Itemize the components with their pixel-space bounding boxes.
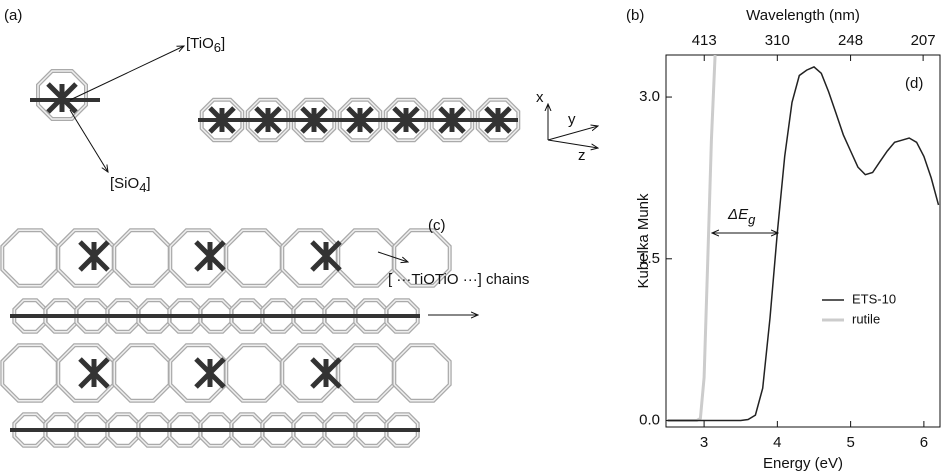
framework-ring [114,230,169,285]
axis-z-label: z [578,147,586,164]
legend-label: rutile [852,311,880,326]
legend-label: ETS-10 [852,291,896,306]
framework-ring [338,230,393,285]
framework-ring [2,345,57,400]
inner-label: (d) [905,75,923,92]
framework-ring [2,230,57,285]
x-tick-label: 4 [773,434,781,451]
panel-label: (a) [4,7,22,24]
framework-ring [114,345,169,400]
gap-annotation: ΔEg [727,206,756,227]
x2-tick-label: 207 [911,32,936,49]
framework-ring [338,345,393,400]
axis-arrow [548,140,598,148]
pointer [70,46,184,100]
framework-ring [170,345,225,400]
chains-label: [ ···TiOTiO ···] chains [388,271,529,288]
framework-ring [226,230,281,285]
pointer [70,110,108,172]
axis-y-label: y [568,111,576,128]
axis-arrow [548,126,598,140]
y-axis-title: Kubelka Munk [635,193,652,289]
x-tick-label: 5 [846,434,854,451]
x2-tick-label: 310 [765,32,790,49]
y-tick-label: 0.0 [639,411,660,428]
series-line [668,55,716,421]
framework-ring [394,345,449,400]
ti-node [80,242,108,270]
x-axis-title: Energy (eV) [763,455,843,472]
x-tick-label: 6 [920,434,928,451]
structure-drawings [2,71,518,446]
panel-label: (b) [626,7,644,24]
x2-tick-label: 413 [692,32,717,49]
ti-node [196,359,224,387]
framework-ring [226,345,281,400]
sio4-label: [SiO4] [110,175,151,195]
framework-ring [58,230,113,285]
x-tick-label: 3 [700,434,708,451]
ti-node [196,242,224,270]
axis-x-label: x [536,89,544,106]
framework-ring [170,230,225,285]
y-tick-label: 1.5 [639,250,660,267]
x2-tick-label: 248 [838,32,863,49]
tio6-label: [TiO6] [186,35,225,55]
framework-ring [58,345,113,400]
panel-label: (c) [428,217,446,234]
figure: (a) [TiO6] [SiO4] x y z (c) [ ···TiOTiO … [0,0,943,476]
y-tick-label: 3.0 [639,88,660,105]
ti-node [80,359,108,387]
x2-axis-title: Wavelength (nm) [746,7,860,24]
